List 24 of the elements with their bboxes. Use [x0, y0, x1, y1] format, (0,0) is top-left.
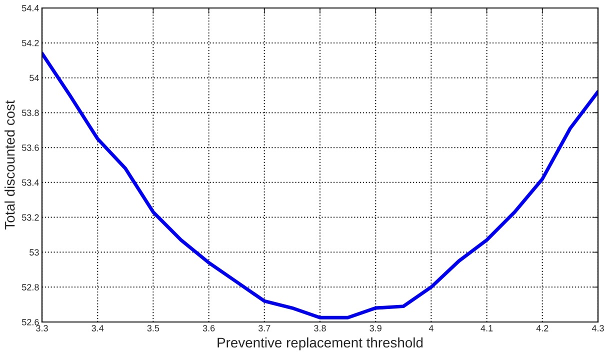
y-tick-label: 53.6 [22, 144, 39, 151]
x-tick-label: 3.3 [36, 325, 48, 332]
y-tick-label: 53.4 [22, 179, 39, 186]
y-tick-label: 54 [30, 74, 39, 82]
x-tick-label: 3.6 [202, 325, 215, 332]
y-tick-label: 52.6 [22, 318, 39, 326]
x-tick-label: 4.3 [592, 325, 604, 332]
x-tick-label: 3.8 [314, 325, 326, 332]
y-tick-label: 52.8 [22, 284, 39, 290]
line-series [42, 52, 598, 320]
x-tick-label: 4.2 [536, 325, 548, 332]
x-tick-label: 3.9 [370, 325, 382, 332]
x-tick-label: 3.7 [258, 325, 270, 332]
y-tick-label: 54.2 [22, 40, 39, 46]
y-axis-title: Total discounted cost [4, 100, 15, 230]
x-tick-label: 4 [428, 325, 434, 332]
x-tick-label: 4.1 [480, 325, 493, 332]
x-tick-label: 3.5 [147, 325, 160, 332]
y-tick-label: 53.8 [22, 110, 39, 116]
x-tick-label: 3.4 [92, 325, 104, 332]
y-tick-label: 53 [30, 249, 39, 256]
y-tick-label: 54.4 [22, 5, 39, 12]
y-tick-label: 53.2 [22, 214, 39, 221]
x-axis-title: Preventive replacement threshold [218, 337, 423, 350]
